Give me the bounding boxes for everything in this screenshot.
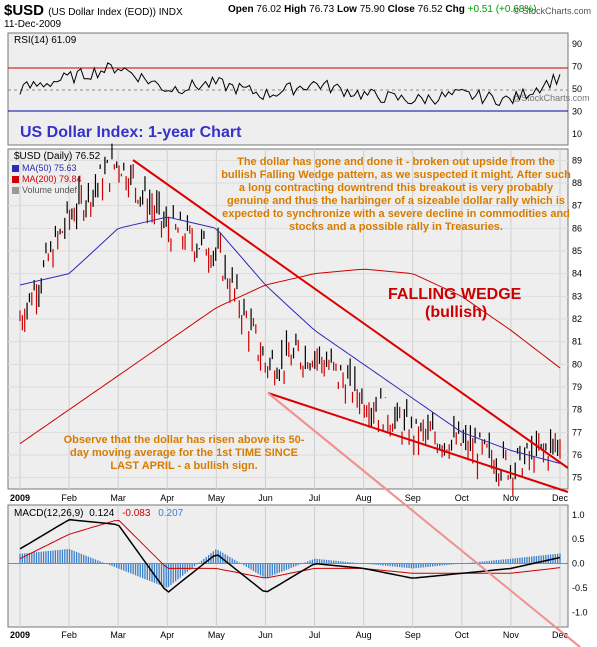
month-label: Nov	[503, 493, 520, 503]
rsi-series-line	[19, 62, 561, 107]
month-label: Feb	[61, 493, 77, 503]
macd-month-label: Aug	[356, 630, 372, 640]
macd-legend-v3: 0.207	[158, 508, 183, 519]
wedge-label: FALLING WEDGE	[388, 286, 522, 303]
rsi-tick-label: 50	[572, 84, 582, 94]
month-label: Oct	[455, 493, 470, 503]
price-tick-label: 88	[572, 178, 582, 188]
symbol: $USD	[4, 2, 45, 19]
annotation-top: The dollar has gone and done it - broken…	[221, 156, 571, 233]
low-value: 75.90	[359, 4, 385, 15]
macd-month-label: Nov	[503, 630, 520, 640]
macd-legend-v1: 0.124	[89, 508, 114, 519]
macd-month-label: Feb	[61, 630, 77, 640]
price-tick-label: 83	[572, 291, 582, 301]
macd-month-label: May	[208, 630, 226, 640]
price-panel: 89 88 87 86 85 84 83 82 81 80 79 78 77 76 75 $USD (Dai…	[7, 143, 582, 647]
price-tick-label: 85	[572, 246, 582, 256]
wedge-lower-trendline	[267, 392, 569, 493]
brand-text: © StockCharts.com	[513, 6, 591, 16]
open-label: Open	[228, 4, 254, 15]
close-value: 76.52	[417, 4, 443, 15]
wedge-extension-line-overlay	[267, 392, 581, 647]
macd-line	[19, 518, 561, 593]
macd-legend-v2: -0.083	[122, 508, 151, 519]
month-label: Dec	[552, 493, 569, 503]
price-tick-label: 79	[572, 382, 582, 392]
macd-month-label: Oct	[455, 630, 470, 640]
chg-value: +0.51 (+0.68%)	[467, 4, 537, 15]
price-tick-label: 89	[572, 155, 582, 165]
high-value: 76.73	[309, 4, 335, 15]
legend-ma200-swatch	[12, 176, 19, 183]
rsi-panel-frame	[7, 32, 569, 146]
macd-tick-label: 1.0	[572, 510, 585, 520]
price-tick-label: 84	[572, 269, 582, 279]
macd-signal-line	[19, 519, 561, 579]
rsi-panel: RSI(14) 61.09 @StockCharts.com 90 70 50 30 1…	[7, 32, 590, 146]
macd-month-label: Sep	[405, 630, 421, 640]
price-tick-label: 81	[572, 337, 582, 347]
rsi-watermark: @StockCharts.com	[512, 93, 590, 103]
ma50-line	[19, 216, 561, 464]
month-label: May	[208, 493, 226, 503]
macd-legend: MACD(12,26,9) 0.124 -0.083 0.207	[14, 508, 184, 519]
legend-volume-swatch	[12, 187, 19, 194]
price-tick-label: 87	[572, 201, 582, 211]
macd-month-label: Dec	[552, 630, 569, 640]
rsi-tick-label: 30	[572, 106, 582, 116]
price-tick-label: 78	[572, 405, 582, 415]
chg-label: Chg	[445, 4, 465, 15]
macd-month-label: Apr	[160, 630, 174, 640]
legend-ma50-swatch	[12, 165, 19, 172]
wedge-sublabel: (bullish)	[425, 304, 488, 321]
chart-date: 11-Dec-2009	[4, 19, 62, 30]
close-label: Close	[387, 4, 415, 15]
price-tick-label: 86	[572, 223, 582, 233]
month-label: Apr	[160, 493, 174, 503]
month-label: Sep	[405, 493, 421, 503]
chart-header: $USD (US Dollar Index (EOD)) INDX 11-Dec…	[0, 0, 597, 32]
macd-month-label: 2009	[10, 630, 30, 640]
price-tick-label: 80	[572, 359, 582, 369]
legend-price: $USD (Daily) 76.52	[14, 151, 101, 162]
rsi-tick-label: 90	[572, 39, 582, 49]
high-label: High	[284, 4, 307, 15]
macd-legend-name: MACD(12,26,9)	[14, 508, 83, 519]
month-label: Mar	[110, 493, 126, 503]
month-label: Aug	[356, 493, 372, 503]
rsi-tick-label: 70	[572, 62, 582, 72]
month-label: 2009	[10, 493, 30, 503]
month-label: Jun	[258, 493, 273, 503]
macd-tick-label: -1.0	[572, 607, 588, 617]
macd-panel-frame	[7, 504, 569, 628]
annotation-bottom: Observe that the dollar has risen above …	[63, 434, 305, 472]
legend-volume: Volume undef	[22, 185, 78, 195]
ma200-line	[19, 268, 561, 445]
price-tick-label: 82	[572, 314, 582, 324]
open-value: 76.02	[256, 4, 282, 15]
rsi-tick-label: 10	[572, 129, 582, 139]
macd-month-label: Jun	[258, 630, 273, 640]
month-label: Jul	[309, 493, 321, 503]
low-label: Low	[336, 4, 357, 15]
macd-month-label: Jul	[309, 630, 321, 640]
ohlc-readout: Open 76.02 High 76.73 Low 75.90 Close 76…	[228, 4, 537, 15]
symbol-title: $USD (US Dollar Index (EOD)) INDX	[4, 2, 183, 19]
legend-ma50: MA(50) 75.63	[22, 163, 77, 173]
chart-title: US Dollar Index: 1-year Chart	[20, 124, 242, 141]
legend-ma200: MA(200) 79.84	[22, 174, 82, 184]
rsi-legend: RSI(14) 61.09	[14, 35, 77, 46]
symbol-name: (US Dollar Index (EOD)) INDX	[48, 7, 183, 18]
macd-month-label: Mar	[110, 630, 126, 640]
price-tick-label: 75	[572, 473, 582, 483]
price-tick-label: 76	[572, 450, 582, 460]
wedge-upper-trendline	[132, 159, 569, 469]
macd-tick-label: 0.0	[572, 559, 585, 569]
macd-tick-label: 0.5	[572, 534, 585, 544]
price-tick-label: 77	[572, 427, 582, 437]
macd-panel: 1.0 0.5 0.0 -0.5 -1.0 MACD(12,26,9) 0.124 -0…	[7, 392, 588, 647]
macd-tick-label: -0.5	[572, 583, 588, 593]
